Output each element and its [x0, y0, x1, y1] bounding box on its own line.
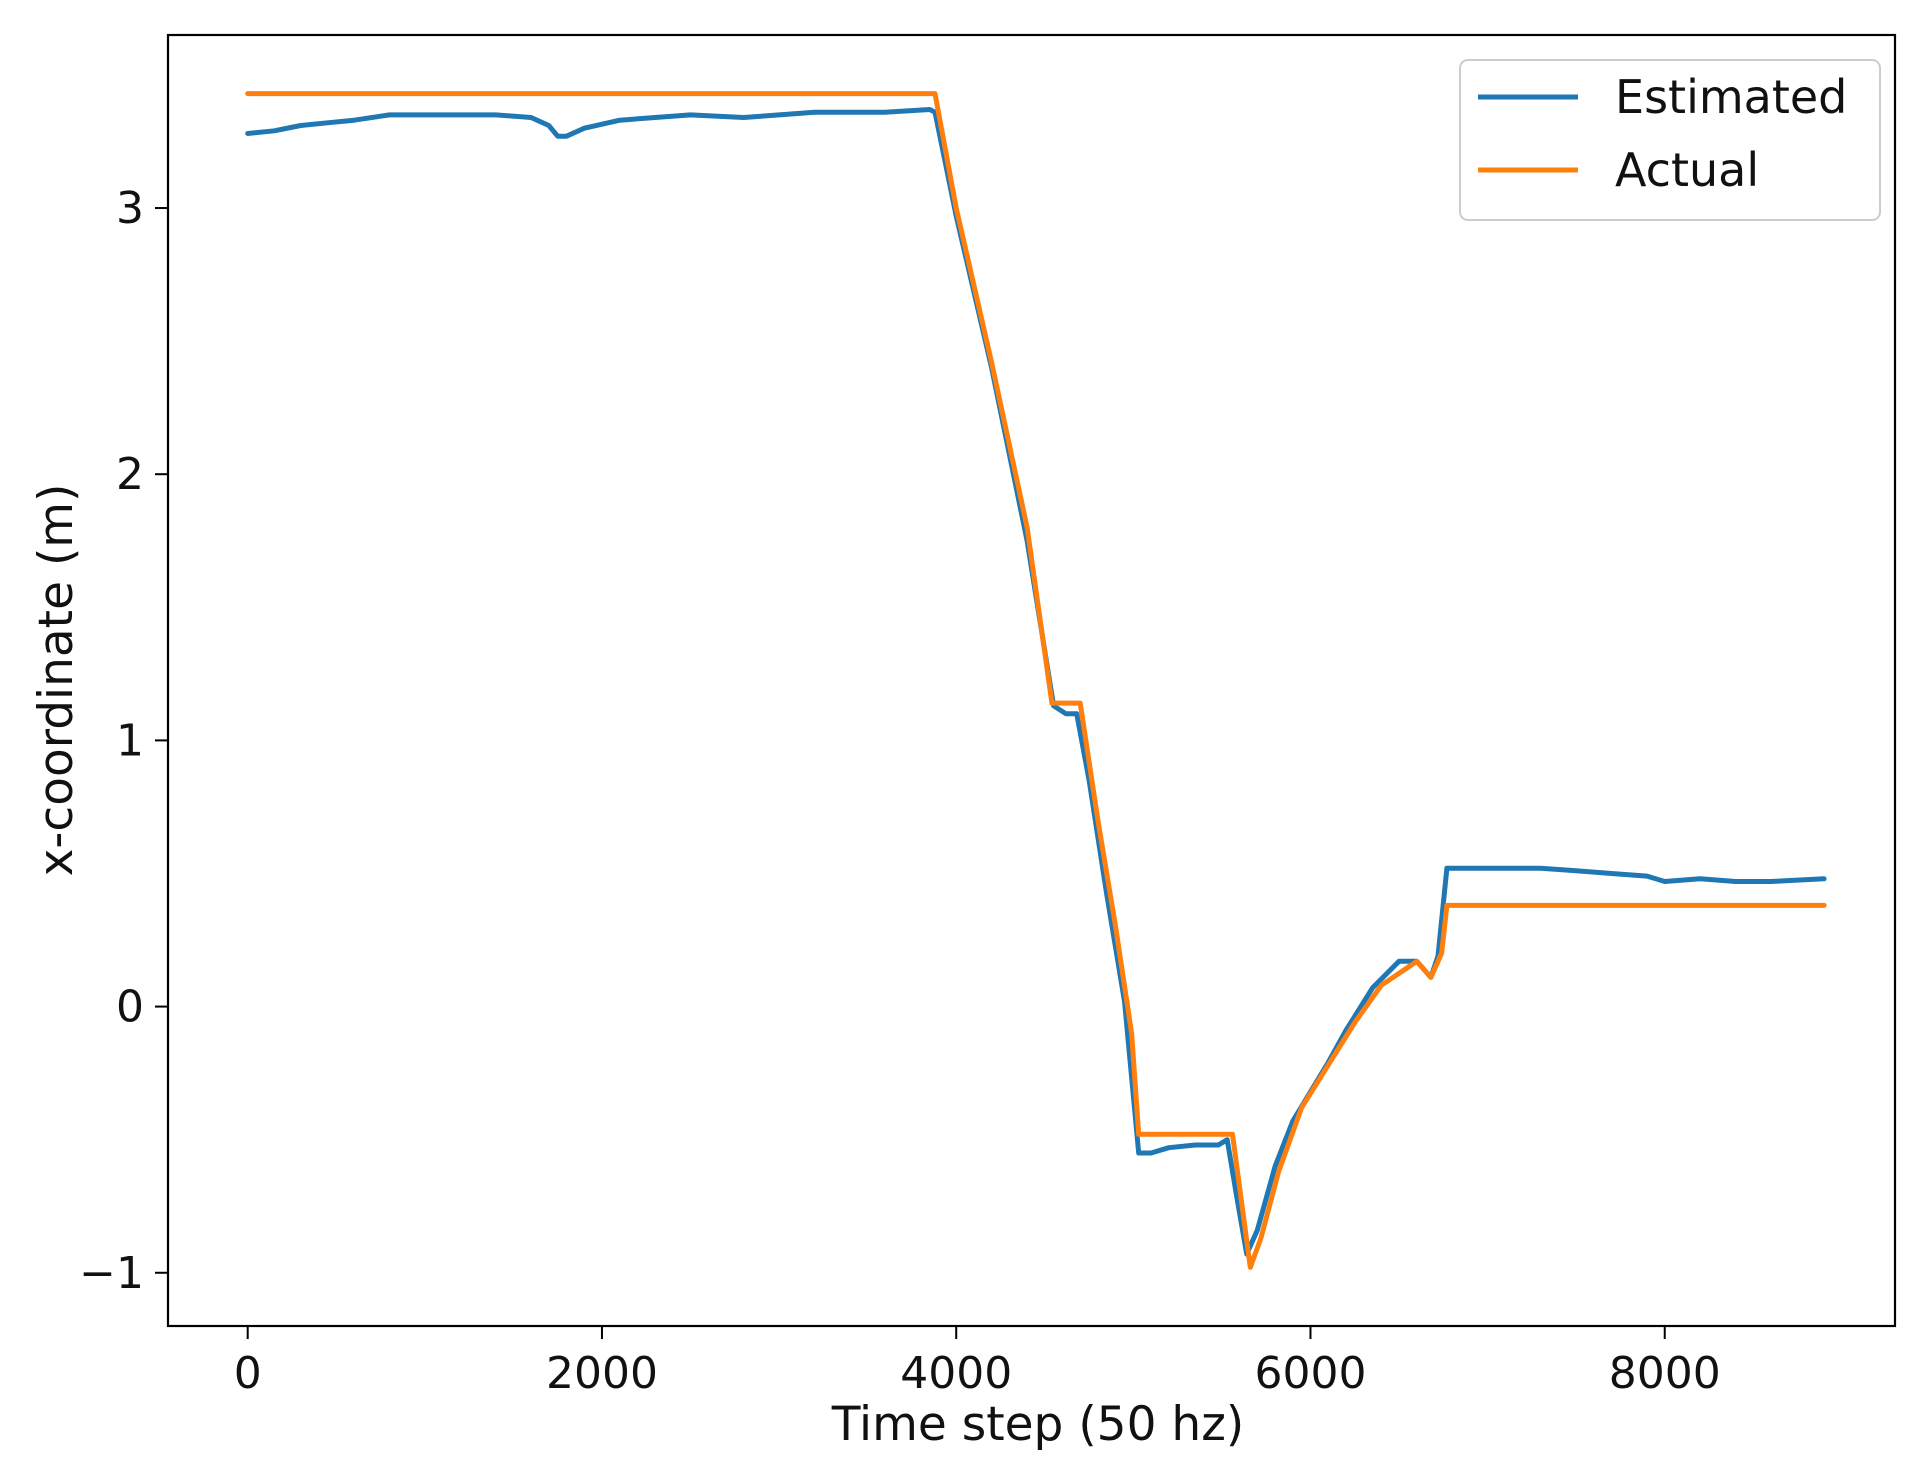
y-axis-title: x-coordinate (m) [29, 484, 84, 877]
series-line-actual [245, 91, 1827, 1270]
legend: Estimated Actual [1459, 59, 1881, 221]
x-tick-label: 4000 [900, 1348, 1012, 1399]
series-line-estimated [245, 107, 1827, 1257]
x-tick-label: 6000 [1254, 1348, 1366, 1399]
legend-box [1459, 59, 1881, 221]
x-axis-title: Time step (50 hz) [831, 1397, 1244, 1452]
y-tick-label: 1 [116, 715, 144, 766]
series-layer [245, 91, 1827, 1270]
plot-frame [166, 33, 1897, 1328]
legend-label-estimated: Estimated [1615, 70, 1847, 124]
x-tick-label: 2000 [546, 1348, 658, 1399]
plot-area [168, 35, 1895, 1326]
x-tick-label: 8000 [1609, 1348, 1721, 1399]
y-tick-label: 3 [116, 183, 144, 234]
x-tick-label: 0 [234, 1348, 262, 1399]
y-ticks: −1 0 1 2 3 [79, 183, 168, 1299]
x-ticks: 0 2000 4000 6000 8000 [234, 1326, 1721, 1399]
y-tick-label: −1 [79, 1248, 144, 1299]
y-tick-label: 0 [116, 982, 144, 1033]
y-tick-label: 2 [116, 449, 144, 500]
legend-label-actual: Actual [1615, 143, 1759, 197]
